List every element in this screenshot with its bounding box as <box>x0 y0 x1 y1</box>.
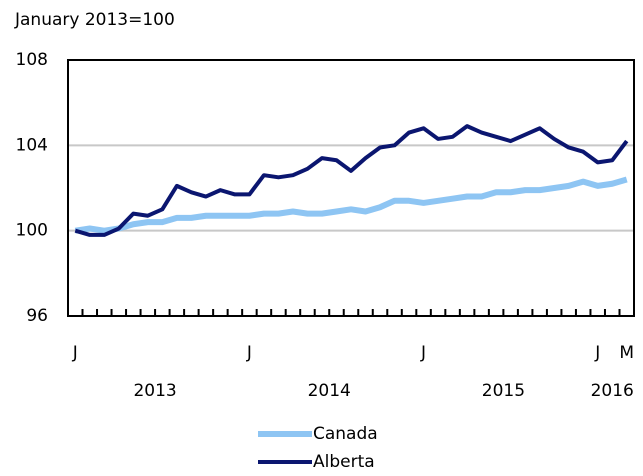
y-tick-label: 104 <box>16 135 48 155</box>
series-line <box>74 124 629 237</box>
legend-label: Canada <box>313 424 378 444</box>
x-tick-label: M <box>619 343 634 363</box>
plot-frame <box>67 59 635 317</box>
year-label: 2014 <box>308 381 351 401</box>
x-tick-label: J <box>72 343 78 363</box>
x-tick-label: J <box>246 343 252 363</box>
year-label: 2015 <box>482 381 525 401</box>
series-line <box>74 176 628 234</box>
y-tick-label: 100 <box>16 221 48 241</box>
chart-title: January 2013=100 <box>14 10 175 30</box>
x-tick-label: J <box>594 343 600 363</box>
y-tick-label: 96 <box>26 306 48 326</box>
legend-label: Alberta <box>313 452 375 472</box>
x-tick-label: J <box>420 343 426 363</box>
year-label: 2016 <box>591 381 634 401</box>
year-label: 2013 <box>133 381 176 401</box>
y-tick-label: 108 <box>16 50 48 70</box>
